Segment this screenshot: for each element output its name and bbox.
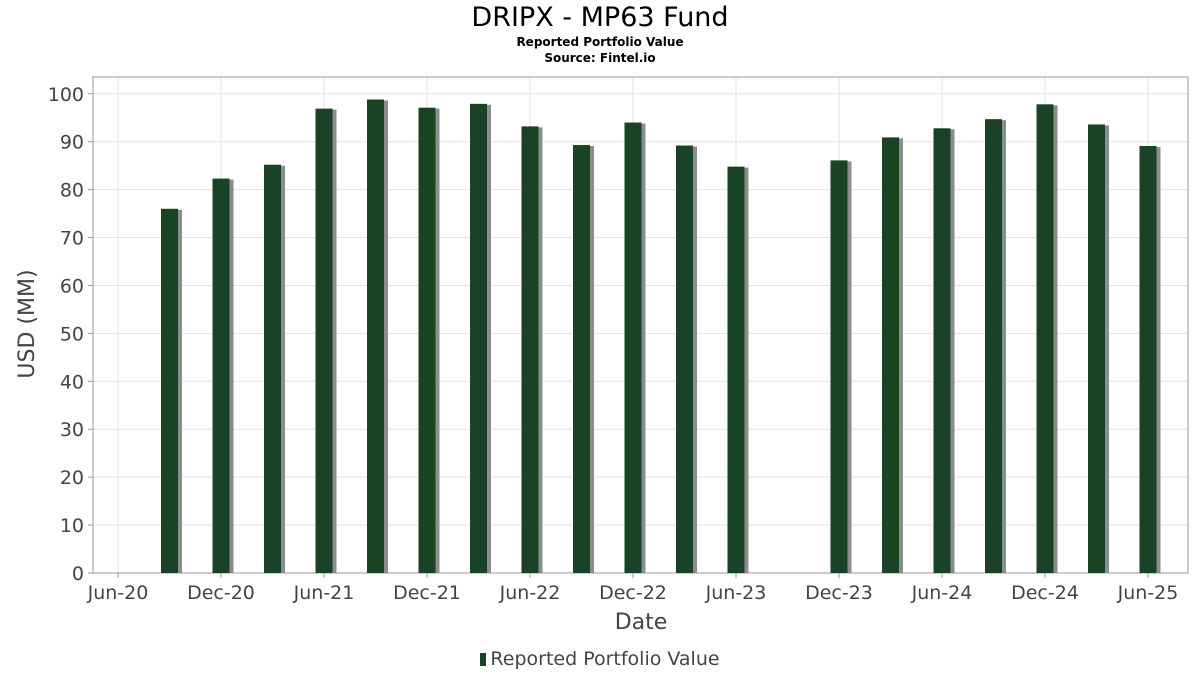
x-tick-label: Dec-23 — [805, 582, 873, 604]
bar — [212, 178, 230, 573]
x-tick-label: Dec-24 — [1011, 582, 1079, 604]
bar — [882, 137, 899, 573]
x-tick-label: Jun-24 — [911, 582, 973, 604]
bars — [161, 99, 1161, 574]
x-axis-title: Date — [615, 610, 668, 635]
bar — [264, 164, 281, 573]
x-axis: Jun-20 Dec-20 Jun-21 Dec-21 Jun-22 Dec-22 Jun-… — [87, 573, 1179, 604]
x-tick-label: Dec-20 — [187, 582, 255, 604]
bar — [1088, 124, 1105, 573]
bar — [985, 119, 1002, 573]
bar — [1036, 104, 1054, 573]
y-axis-title: USD (MM) — [15, 269, 40, 378]
y-tick-label: 20 — [60, 467, 84, 489]
bar — [624, 122, 642, 573]
bar — [315, 108, 333, 574]
y-tick-label: 60 — [60, 275, 84, 297]
x-tick-label: Jun-21 — [293, 582, 355, 604]
y-tick-label: 30 — [60, 419, 84, 441]
bar — [470, 103, 487, 573]
y-axis: 0 10 20 30 40 50 60 70 80 90 100 — [48, 84, 93, 585]
legend-label: Reported Portfolio Value — [490, 648, 720, 670]
bar — [1139, 146, 1157, 573]
x-tick-label: Jun-25 — [1117, 582, 1179, 604]
y-tick-label: 100 — [48, 84, 84, 106]
bar — [161, 208, 178, 573]
bar — [933, 128, 951, 574]
y-tick-label: 90 — [60, 132, 84, 154]
y-tick-label: 80 — [60, 180, 84, 202]
bar — [573, 145, 590, 574]
x-tick-label: Dec-22 — [599, 582, 667, 604]
x-tick-label: Dec-21 — [393, 582, 461, 604]
x-tick-label: Jun-23 — [705, 582, 767, 604]
bar — [418, 107, 436, 573]
bar — [521, 126, 539, 574]
x-tick-label: Jun-22 — [499, 582, 561, 604]
y-tick-label: 50 — [60, 323, 84, 345]
legend-swatch — [480, 653, 487, 666]
x-tick-label: Jun-20 — [87, 582, 149, 604]
bar — [830, 160, 848, 574]
y-tick-label: 10 — [60, 515, 84, 537]
chart-title: DRIPX - MP63 Fund — [471, 2, 729, 33]
legend: Reported Portfolio Value — [0, 648, 1200, 670]
y-tick-label: 70 — [60, 228, 84, 250]
chart-source: Source: Fintel.io — [544, 51, 656, 65]
y-tick-label: 0 — [72, 563, 84, 585]
chart-subtitle: Reported Portfolio Value — [516, 35, 684, 49]
bar — [676, 145, 693, 573]
bar — [367, 99, 384, 573]
y-tick-label: 40 — [60, 371, 84, 393]
bar — [727, 166, 745, 573]
